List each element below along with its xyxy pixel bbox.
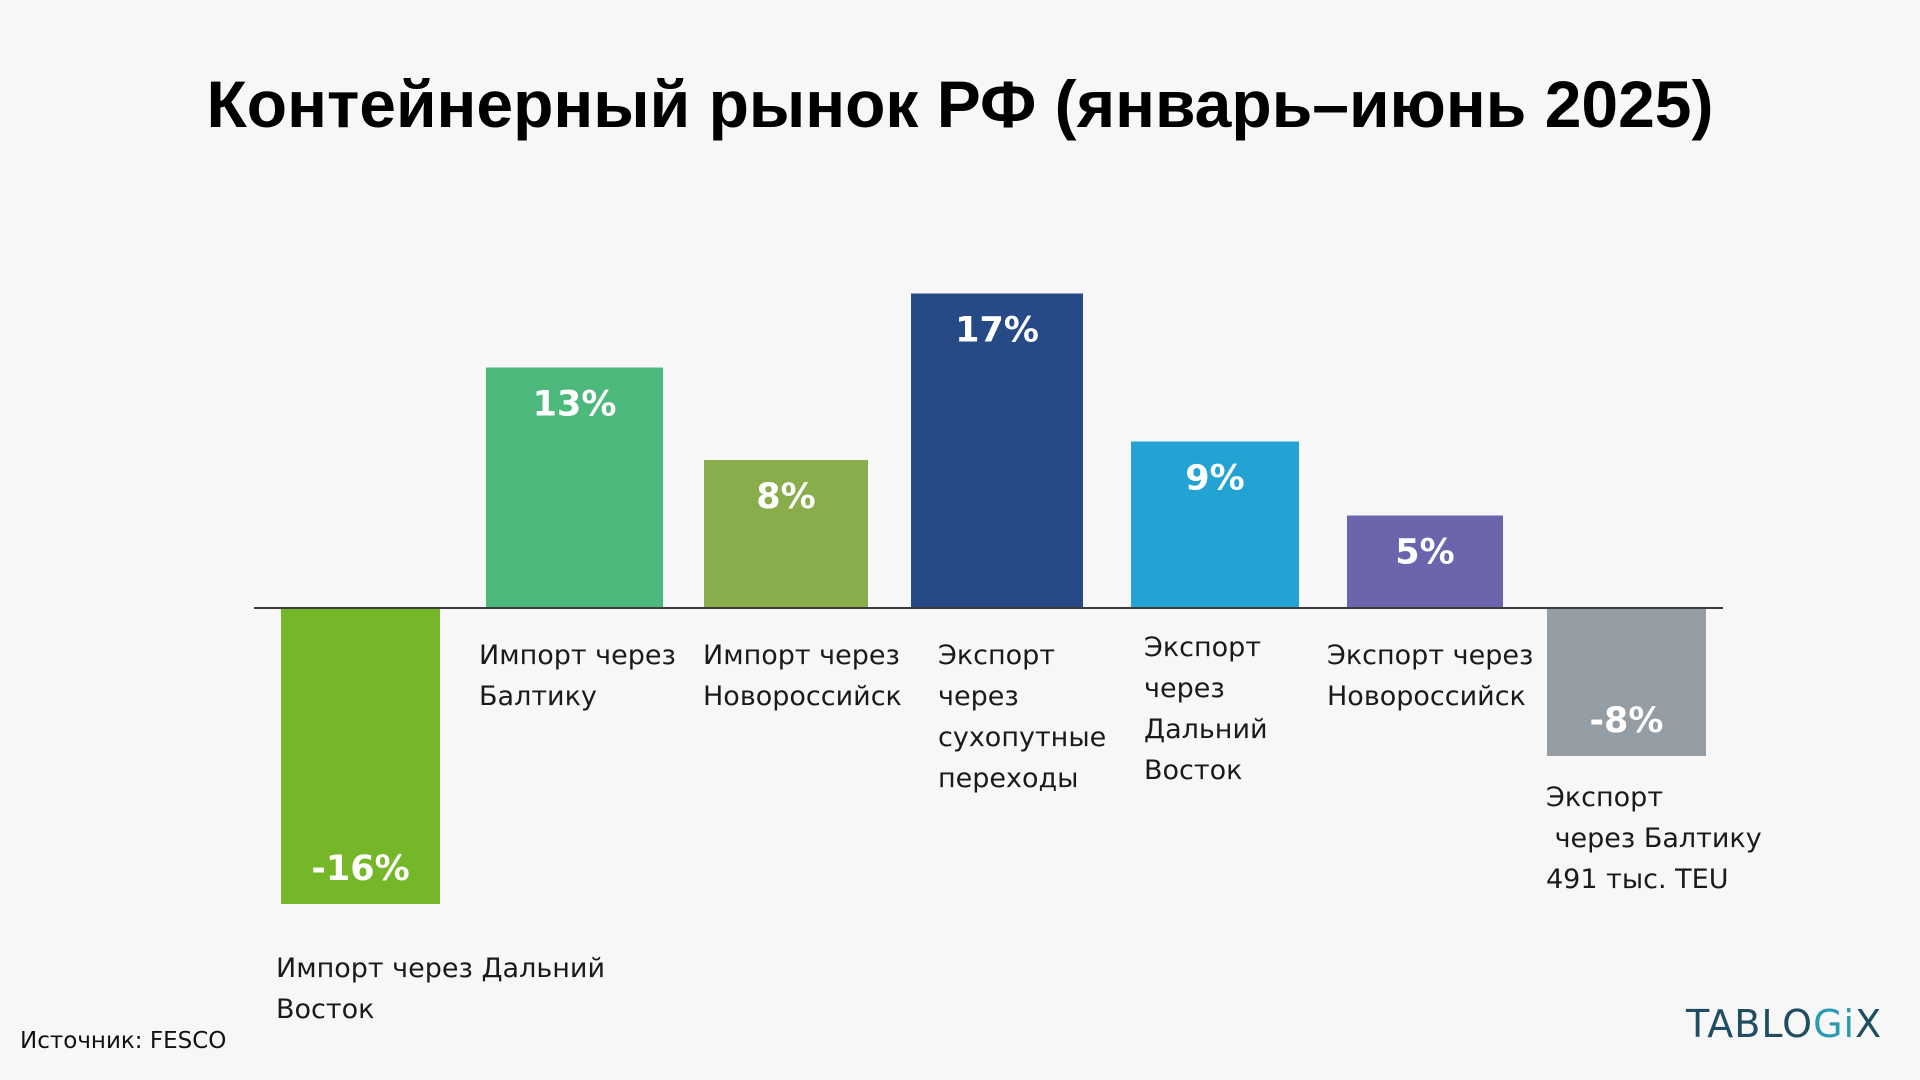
category-label-line: Экспорт через (1327, 640, 1533, 671)
bar-value-label: 5% (1395, 533, 1454, 573)
bar (486, 367, 663, 608)
category-label: Экспорт через Новороссийск (1327, 640, 1533, 712)
category-label-line: Импорт через (703, 640, 900, 671)
brand-logo-prefix: TABLO (1686, 1002, 1814, 1046)
category-label: Экспорт через Балтику 491 тыс. TEU (1546, 782, 1762, 895)
category-label-line: Импорт через Дальний (276, 953, 605, 984)
bar (704, 460, 868, 608)
brand-logo-accent: Gi (1813, 1002, 1856, 1046)
category-label-line: Новороссийск (1327, 681, 1526, 712)
category-label-line: Балтику (479, 681, 597, 712)
source-note: Источник: FESCO (20, 1028, 227, 1054)
category-label-line: Восток (276, 994, 374, 1025)
category-label-line: Экспорт (938, 640, 1055, 671)
bar (1131, 441, 1299, 608)
bar-value-label: 9% (1185, 459, 1244, 499)
bar-value-label: -16% (311, 849, 409, 889)
category-label-line: Экспорт (1546, 782, 1663, 813)
category-label-line: Новороссийск (703, 681, 902, 712)
bar (1547, 608, 1706, 756)
bar-value-label: -8% (1590, 701, 1664, 741)
category-label-line: Дальний (1144, 714, 1268, 745)
category-label-line: 491 тыс. TEU (1546, 864, 1729, 895)
category-label: Импорт через Балтику (479, 640, 676, 712)
category-label-line: через Балтику (1546, 823, 1762, 854)
bar-value-label: 17% (955, 311, 1039, 351)
category-label-line: Экспорт (1144, 632, 1261, 663)
category-label: Импорт через Дальний Восток (276, 953, 605, 1025)
brand-logo-suffix: X (1855, 1002, 1883, 1046)
bar (281, 608, 440, 904)
category-label-line: переходы (938, 763, 1079, 794)
bar (911, 293, 1083, 608)
category-label: Импорт через Новороссийск (703, 640, 902, 712)
bar-value-label: 13% (533, 385, 617, 425)
category-label-line: сухопутные (938, 722, 1106, 753)
bar (1347, 515, 1503, 608)
category-label-line: Восток (1144, 755, 1242, 786)
category-label: Экспорт через Дальний Восток (1144, 632, 1268, 786)
category-label: Экспорт через сухопутные переходы (938, 640, 1106, 794)
brand-logo: TABLOGiX (1686, 1002, 1882, 1046)
bar-value-label: 8% (756, 477, 815, 517)
category-label-line: через (1144, 673, 1225, 704)
category-label-line: через (938, 681, 1019, 712)
category-label-line: Импорт через (479, 640, 676, 671)
page-title: Контейнерный рынок РФ (январь–июнь 2025) (206, 67, 1714, 141)
